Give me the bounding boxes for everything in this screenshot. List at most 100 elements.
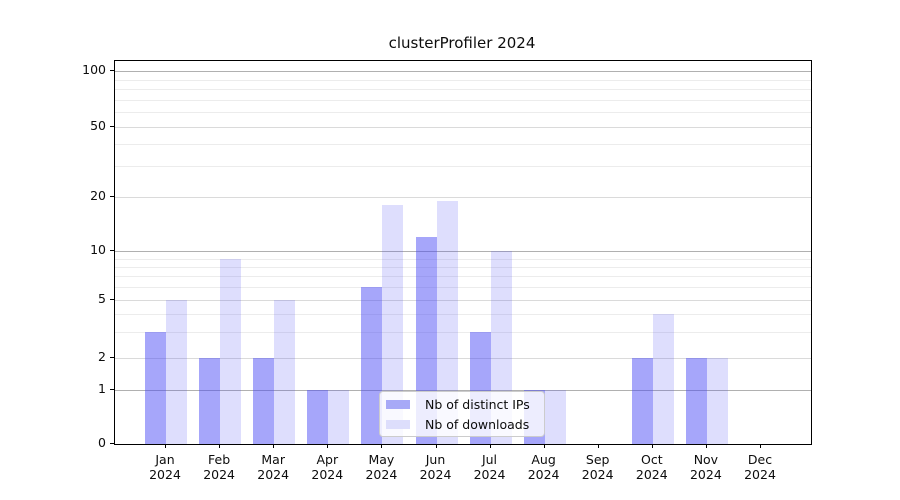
gridline-y-minor-60: [115, 112, 811, 114]
gridline-y-minor-7: [115, 276, 811, 278]
x-tick-sep: [597, 444, 599, 448]
bar-nb-of-distinct-ips-jan: [145, 332, 166, 444]
y-tick-100: [110, 70, 114, 71]
gridline-y-1: [115, 390, 811, 391]
y-tick-2: [110, 357, 114, 358]
x-tick-year-aug: 2024: [527, 467, 560, 482]
gridline-y-100: [115, 71, 811, 72]
x-tick-year-jun: 2024: [419, 467, 452, 482]
x-tick-year-oct: 2024: [635, 467, 668, 482]
x-tick-month-mar: Mar: [261, 452, 285, 467]
bar-nb-of-distinct-ips-nov: [685, 358, 707, 444]
bar-nb-of-downloads-feb: [220, 258, 242, 444]
y-tick-20: [110, 196, 114, 197]
x-tick-label-jun: Jun 2024: [408, 452, 464, 482]
x-tick-jul: [489, 444, 491, 448]
legend-label-downloads: Nb of downloads: [425, 416, 530, 432]
x-tick-year-apr: 2024: [311, 467, 344, 482]
x-tick-label-nov: Nov 2024: [678, 452, 734, 482]
legend-swatch-distinct-ips: [386, 399, 410, 409]
gridline-y-10: [115, 251, 811, 252]
gridline-y-minor-40: [115, 144, 811, 145]
x-tick-year-sep: 2024: [581, 467, 614, 482]
y-tick-label-2: 2: [98, 349, 106, 364]
x-tick-label-sep: Sep 2024: [570, 452, 626, 482]
x-tick-label-oct: Oct 2024: [624, 452, 680, 482]
gridline-y-minor-80: [115, 89, 811, 90]
x-tick-label-aug: Aug 2024: [516, 452, 572, 482]
x-tick-month-aug: Aug: [531, 452, 556, 467]
y-tick-label-20: 20: [90, 188, 106, 203]
chart-title: clusterProfiler 2024: [388, 34, 536, 52]
gridline-y-2: [115, 358, 811, 359]
bar-nb-of-downloads-jan: [166, 300, 187, 444]
x-tick-jan: [165, 444, 166, 448]
x-tick-month-apr: Apr: [316, 452, 339, 467]
x-tick-month-jun: Jun: [425, 452, 446, 467]
x-tick-month-dec: Dec: [747, 452, 773, 467]
y-tick-label-50: 50: [90, 118, 106, 133]
y-tick-1: [110, 389, 114, 390]
bar-nb-of-downloads-may: [382, 205, 404, 444]
y-tick-label-1: 1: [98, 381, 106, 396]
x-tick-apr: [327, 444, 329, 448]
y-tick-label-100: 100: [82, 62, 106, 77]
x-tick-month-jan: Jan: [155, 452, 175, 467]
gridline-y-minor-6: [115, 287, 811, 289]
gridline-y-minor-70: [115, 99, 811, 101]
legend: Nb of distinct IPs Nb of downloads: [379, 391, 545, 437]
x-tick-month-sep: Sep: [585, 452, 610, 467]
x-tick-year-feb: 2024: [203, 467, 235, 482]
bar-nb-of-downloads-apr: [328, 390, 350, 444]
x-tick-month-oct: Oct: [640, 452, 663, 467]
x-tick-label-dec: Dec 2024: [732, 452, 788, 482]
bar-nb-of-distinct-ips-oct: [631, 358, 653, 444]
gridline-y-minor-30: [115, 166, 811, 167]
x-tick-label-feb: Feb 2024: [191, 452, 247, 482]
y-tick-50: [110, 126, 114, 127]
gridline-y-minor-9: [115, 258, 811, 260]
legend-swatch-downloads: [386, 419, 410, 429]
y-tick-label-0: 0: [98, 435, 106, 450]
bar-nb-of-distinct-ips-mar: [253, 358, 275, 444]
bar-nb-of-distinct-ips-apr: [307, 390, 329, 444]
legend-label-distinct-ips: Nb of distinct IPs: [425, 396, 530, 412]
x-tick-year-jan: 2024: [149, 467, 181, 482]
gridline-y-5: [115, 300, 811, 301]
legend-entry-distinct-ips: Nb of distinct IPs: [386, 396, 536, 412]
x-tick-oct: [651, 444, 653, 448]
x-tick-feb: [219, 444, 221, 448]
x-tick-month-may: May: [368, 452, 395, 467]
y-tick-label-10: 10: [90, 242, 106, 257]
bar-nb-of-downloads-mar: [274, 300, 296, 444]
x-tick-aug: [543, 444, 545, 448]
x-tick-year-may: 2024: [365, 467, 398, 482]
x-tick-year-jul: 2024: [473, 467, 506, 482]
x-tick-month-nov: Nov: [693, 452, 719, 467]
x-tick-label-jan: Jan 2024: [137, 452, 193, 482]
plot-area: [114, 60, 812, 445]
bar-nb-of-distinct-ips-may: [361, 287, 383, 444]
x-tick-label-mar: Mar 2024: [245, 452, 301, 482]
gridline-y-minor-4: [115, 314, 811, 316]
gridline-y-50: [115, 127, 811, 128]
bar-nb-of-distinct-ips-feb: [199, 358, 221, 444]
bar-nb-of-downloads-oct: [652, 314, 674, 444]
gridline-y-minor-8: [115, 266, 811, 268]
x-tick-year-nov: 2024: [689, 467, 722, 482]
x-tick-label-may: May 2024: [353, 452, 409, 482]
bar-nb-of-downloads-jun: [436, 201, 458, 444]
y-tick-5: [110, 299, 114, 300]
y-tick-0: [110, 443, 114, 444]
x-tick-month-jul: Jul: [481, 452, 498, 467]
x-tick-dec: [760, 444, 761, 448]
y-tick-label-5: 5: [98, 291, 106, 306]
x-tick-label-apr: Apr 2024: [299, 452, 355, 482]
x-tick-may: [381, 444, 383, 448]
x-tick-nov: [705, 444, 707, 448]
x-tick-label-jul: Jul 2024: [462, 452, 518, 482]
y-tick-10: [110, 250, 114, 251]
gridline-y-minor-90: [115, 79, 811, 81]
x-tick-mar: [273, 444, 275, 448]
